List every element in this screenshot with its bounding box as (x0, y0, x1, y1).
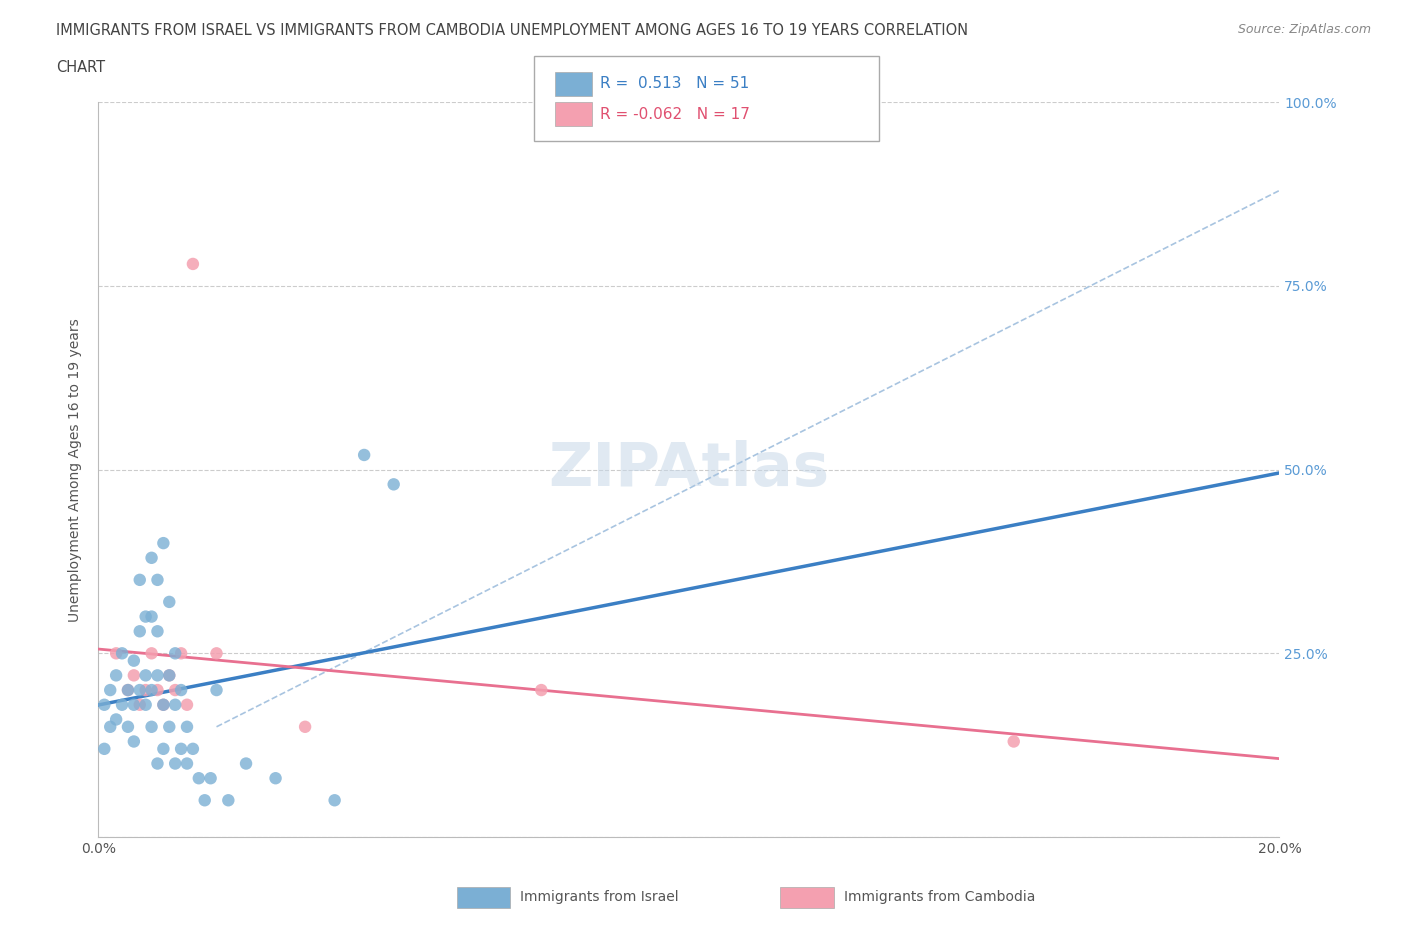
Point (294, 720, 316, 735)
Point (122, 734, 145, 749)
Point (93, 698, 115, 712)
Point (165, 698, 187, 712)
Point (165, 645, 187, 660)
Point (187, 771, 209, 786)
Y-axis label: Unemployment Among Ages 16 to 19 years: Unemployment Among Ages 16 to 19 years (69, 318, 83, 621)
Point (122, 653, 145, 668)
Point (141, 645, 163, 660)
Text: Immigrants from Israel: Immigrants from Israel (520, 890, 679, 905)
Point (141, 609, 163, 624)
Point (1002, 734, 1025, 749)
Point (122, 668, 145, 683)
Text: IMMIGRANTS FROM ISRAEL VS IMMIGRANTS FROM CAMBODIA UNEMPLOYMENT AMONG AGES 16 TO: IMMIGRANTS FROM ISRAEL VS IMMIGRANTS FRO… (56, 23, 969, 38)
Point (117, 683, 139, 698)
Point (157, 594, 180, 609)
Point (128, 683, 150, 698)
Point (105, 712, 128, 727)
Point (122, 698, 145, 712)
Point (146, 668, 169, 683)
Point (146, 624, 169, 639)
Point (105, 668, 128, 683)
Point (165, 683, 187, 698)
Point (98, 683, 121, 698)
Point (135, 668, 157, 683)
Point (157, 668, 180, 683)
Point (181, 257, 204, 272)
Point (117, 683, 139, 698)
Point (170, 645, 193, 660)
Point (146, 683, 169, 698)
Point (205, 645, 228, 660)
Point (165, 756, 187, 771)
Point (176, 698, 198, 712)
Text: Immigrants from Cambodia: Immigrants from Cambodia (844, 890, 1035, 905)
Text: R = -0.062   N = 17: R = -0.062 N = 17 (600, 107, 751, 122)
Point (382, 477, 405, 492)
Point (353, 447, 375, 462)
Point (200, 771, 222, 786)
Point (141, 683, 163, 698)
Point (146, 756, 169, 771)
Point (205, 683, 228, 698)
Text: R =  0.513   N = 51: R = 0.513 N = 51 (600, 76, 749, 91)
Point (323, 792, 346, 807)
Point (111, 645, 134, 660)
Point (141, 551, 163, 565)
Point (152, 536, 174, 551)
Point (128, 698, 150, 712)
Text: CHART: CHART (56, 60, 105, 75)
Point (176, 720, 198, 735)
Point (170, 683, 193, 698)
Point (146, 573, 169, 588)
Point (93, 741, 115, 756)
Point (152, 698, 174, 712)
Point (194, 792, 217, 807)
Text: ZIPAtlas: ZIPAtlas (548, 440, 830, 499)
Point (105, 645, 128, 660)
Point (264, 771, 287, 786)
Point (128, 624, 150, 639)
Point (170, 741, 193, 756)
Point (152, 741, 174, 756)
Point (157, 720, 180, 735)
Point (111, 698, 134, 712)
Point (157, 668, 180, 683)
Point (217, 792, 239, 807)
Point (98, 720, 121, 735)
Point (135, 698, 157, 712)
Point (530, 683, 553, 698)
Point (141, 720, 163, 735)
Point (135, 609, 157, 624)
Point (181, 741, 204, 756)
Point (135, 683, 157, 698)
Point (176, 756, 198, 771)
Text: Source: ZipAtlas.com: Source: ZipAtlas.com (1237, 23, 1371, 36)
Point (152, 698, 174, 712)
Point (117, 720, 139, 735)
Point (235, 756, 257, 771)
Point (128, 573, 150, 588)
